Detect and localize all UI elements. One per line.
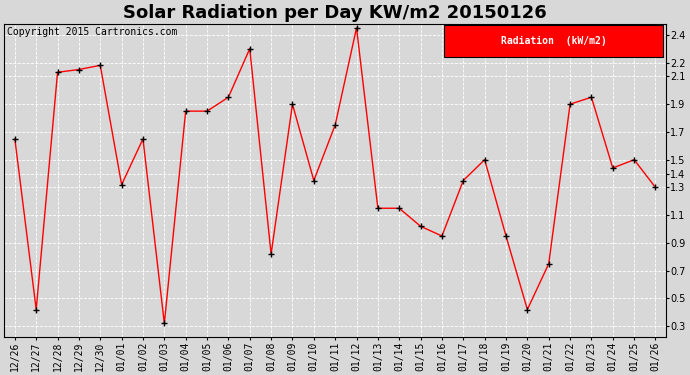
Text: Copyright 2015 Cartronics.com: Copyright 2015 Cartronics.com [8, 27, 178, 37]
Title: Solar Radiation per Day KW/m2 20150126: Solar Radiation per Day KW/m2 20150126 [124, 4, 547, 22]
FancyBboxPatch shape [444, 25, 663, 57]
Text: Radiation  (kW/m2): Radiation (kW/m2) [501, 36, 607, 46]
